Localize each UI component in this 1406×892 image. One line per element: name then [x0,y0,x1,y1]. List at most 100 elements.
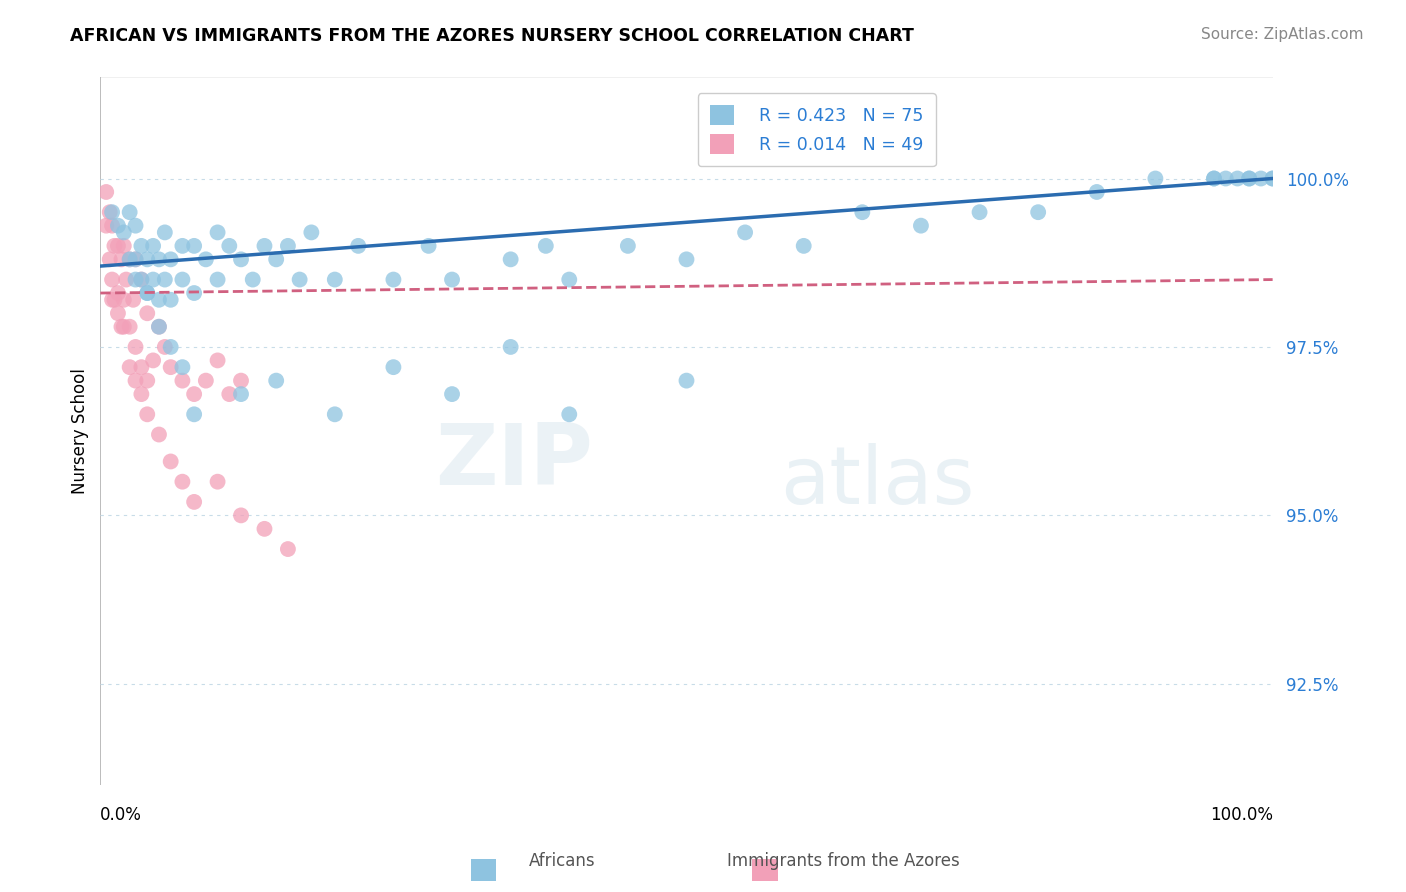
Point [112,226,135,240]
Point [122,293,145,307]
Point [159,340,181,354]
Point [142,272,165,286]
Point [617,239,640,253]
Point [159,252,181,267]
Point [418,239,440,253]
Point [264,374,287,388]
Point [1202,171,1225,186]
Point [229,508,252,523]
Point [288,272,311,286]
Point [1026,205,1049,219]
Point [153,272,176,286]
Point [103,293,125,307]
Point [675,252,697,267]
Point [242,272,264,286]
Point [299,226,322,240]
Point [558,407,581,421]
Point [1202,171,1225,186]
Point [1085,185,1108,199]
Point [172,475,194,489]
Text: atlas: atlas [780,442,974,521]
Point [183,286,205,301]
Point [1237,171,1260,186]
Point [229,252,252,267]
Point [110,319,132,334]
Point [347,239,370,253]
Point [136,407,159,421]
Point [534,239,557,253]
Point [382,272,405,286]
Point [277,239,299,253]
Point [1250,171,1272,186]
Point [207,272,229,286]
Point [264,252,287,267]
Point [148,252,170,267]
Point [734,226,756,240]
Point [142,239,165,253]
Point [1144,171,1167,186]
Point [218,387,240,401]
Point [323,272,346,286]
Point [124,374,146,388]
Point [148,319,170,334]
Point [277,542,299,557]
Point [207,475,229,489]
Point [118,319,141,334]
Point [207,226,229,240]
Point [172,239,194,253]
Point [136,286,159,301]
Point [441,272,464,286]
Point [118,360,141,375]
Point [96,185,118,199]
Point [218,239,240,253]
Point [159,360,181,375]
Point [118,252,141,267]
Point [229,374,252,388]
Point [98,205,121,219]
Point [172,360,194,375]
Text: Source: ZipAtlas.com: Source: ZipAtlas.com [1201,27,1364,42]
Point [793,239,815,253]
Point [112,293,135,307]
Point [124,272,146,286]
Point [124,252,146,267]
Point [101,272,124,286]
Point [382,360,405,375]
Point [124,219,146,233]
Point [115,272,138,286]
Point [96,219,118,233]
Point [207,353,229,368]
Point [153,340,176,354]
Point [118,252,141,267]
Point [112,239,135,253]
Legend:   R = 0.423   N = 75,   R = 0.014   N = 49: R = 0.423 N = 75, R = 0.014 N = 49 [697,93,936,166]
Text: ZIP: ZIP [434,420,593,503]
Point [101,219,124,233]
Point [136,286,159,301]
Point [851,205,873,219]
Point [183,407,205,421]
Point [499,252,522,267]
Text: 0.0%: 0.0% [100,806,142,824]
Point [124,340,146,354]
Point [124,252,146,267]
Point [159,293,181,307]
Point [107,286,129,301]
Point [1261,171,1284,186]
Point [153,226,176,240]
Point [107,239,129,253]
Point [101,205,124,219]
Point [910,219,932,233]
Point [131,239,153,253]
Point [118,205,141,219]
Point [499,340,522,354]
Point [675,374,697,388]
Point [194,252,217,267]
Text: AFRICAN VS IMMIGRANTS FROM THE AZORES NURSERY SCHOOL CORRELATION CHART: AFRICAN VS IMMIGRANTS FROM THE AZORES NU… [70,27,914,45]
Point [1237,171,1260,186]
Text: Africans: Africans [529,852,596,870]
Point [107,219,129,233]
Point [110,252,132,267]
Point [1226,171,1249,186]
Point [148,427,170,442]
